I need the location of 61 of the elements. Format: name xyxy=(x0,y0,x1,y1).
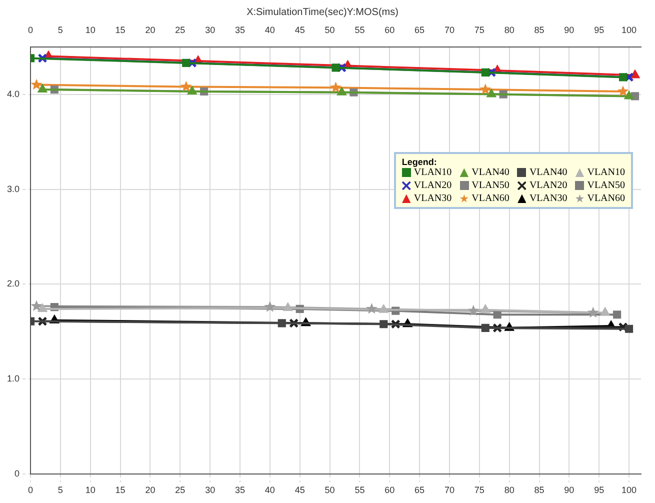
x2-tick-label: 95 xyxy=(594,24,604,35)
x-tick-label: 35 xyxy=(234,485,245,496)
x-tick-label: 85 xyxy=(534,485,544,496)
x2-tick-label: 35 xyxy=(234,24,245,35)
x-tick-label: 40 xyxy=(264,485,275,496)
x2-tick-label: 55 xyxy=(354,24,365,35)
x2-tick-label: 5 xyxy=(58,24,63,35)
x-tick-label: 5 xyxy=(58,485,63,496)
x-tick-label: 45 xyxy=(294,485,305,496)
legend-label: VLAN40 xyxy=(528,167,568,178)
x-tick-label: 55 xyxy=(354,485,365,496)
x-tick-label: 80 xyxy=(504,485,514,496)
x2-tick-label: 20 xyxy=(145,24,156,35)
x-tick-label: 70 xyxy=(444,485,454,496)
legend-label: VLAN60 xyxy=(470,193,510,204)
legend-label: VLAN20 xyxy=(412,180,452,191)
legend-title: Legend: xyxy=(402,157,438,167)
x-tick-label: 10 xyxy=(85,485,96,496)
x-tick-label: 75 xyxy=(474,485,484,496)
x2-tick-label: 25 xyxy=(175,24,186,35)
x2-tick-label: 0 xyxy=(28,24,34,35)
x2-tick-label: 75 xyxy=(474,24,484,35)
x-tick-label: 95 xyxy=(594,485,604,496)
x2-tick-label: 100 xyxy=(622,24,637,35)
x2-tick-label: 80 xyxy=(504,24,514,35)
chart-title: X:SimulationTime(sec)Y:MOS(ms) xyxy=(246,6,398,18)
legend-label: VLAN30 xyxy=(528,193,568,204)
x-tick-label: 100 xyxy=(622,485,637,496)
x2-tick-label: 65 xyxy=(414,24,425,35)
x-tick-label: 30 xyxy=(205,485,216,496)
y-tick-label: 4.0 xyxy=(6,88,20,99)
x-tick-label: 25 xyxy=(175,485,186,496)
legend-label: VLAN10 xyxy=(412,167,452,178)
legend-label: VLAN10 xyxy=(586,167,625,178)
legend-label: VLAN50 xyxy=(470,180,510,191)
x2-tick-label: 40 xyxy=(264,24,275,35)
x-tick-label: 15 xyxy=(115,485,126,496)
x-tick-label: 65 xyxy=(414,485,425,496)
y-tick-label: 2.0 xyxy=(6,278,20,289)
y-tick-label: 3.0 xyxy=(6,184,20,194)
x2-tick-label: 50 xyxy=(324,24,335,35)
y-tick-label: 0 xyxy=(14,468,20,479)
x2-tick-label: 30 xyxy=(205,24,216,35)
x-tick-label: 60 xyxy=(384,485,395,496)
x2-tick-label: 90 xyxy=(564,24,574,35)
x-tick-label: 90 xyxy=(564,485,574,496)
legend-label: VLAN40 xyxy=(470,167,510,178)
legend-label: VLAN50 xyxy=(586,180,625,191)
x2-tick-label: 15 xyxy=(115,24,126,35)
x-tick-label: 20 xyxy=(145,485,156,496)
x2-tick-label: 70 xyxy=(444,24,454,35)
legend-label: VLAN20 xyxy=(528,180,568,191)
legend-label: VLAN60 xyxy=(586,193,625,204)
x-tick-label: 0 xyxy=(28,485,34,496)
x-tick-label: 50 xyxy=(324,485,335,496)
y-tick-label: 1.0 xyxy=(6,374,20,384)
x2-tick-label: 45 xyxy=(294,24,305,35)
x2-tick-label: 85 xyxy=(534,24,544,35)
legend-label: VLAN30 xyxy=(412,193,452,204)
x2-tick-label: 10 xyxy=(85,24,96,35)
x2-tick-label: 60 xyxy=(384,24,395,35)
